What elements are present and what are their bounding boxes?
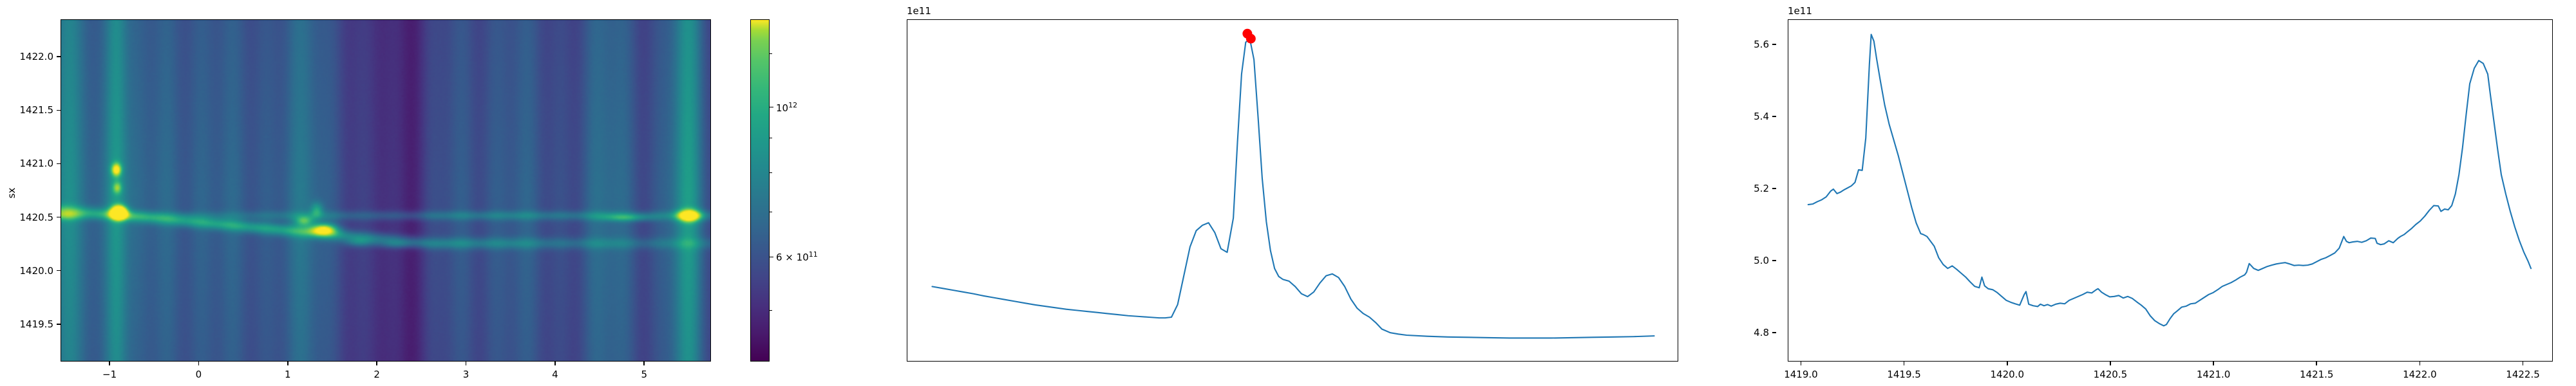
y-tick-label: 1421.5 [19,104,54,116]
y-tick [1772,260,1776,261]
y-tick [57,163,61,165]
y-tick-label: 5.4 [1754,111,1769,123]
profile-axes [1788,19,2553,362]
x-tick-label: 1421.5 [2299,369,2334,380]
x-tick [2419,362,2421,365]
spectrum-y-offset-text: 1e11 [907,5,931,17]
y-tick-label: 1419.5 [19,318,54,330]
panel-spectrum: 1e11 4.8 5.0 5.2 5.4 5.6 1419.0 1419.5 1420.0 14… [869,0,2540,386]
y-tick-label: 1420.0 [19,264,54,277]
x-tick [2522,362,2524,365]
x-tick-label: 1420.0 [1990,369,2025,380]
y-tick [57,109,61,111]
data-line [931,38,1655,339]
spectrum-axes [907,19,1678,362]
x-tick-label: 1419.5 [1887,369,1921,380]
x-tick [2316,362,2317,365]
colorbar-tick-label: 6 × 1011 [776,250,818,264]
y-tick [57,56,61,57]
colorbar-tick [770,256,773,258]
x-tick [2110,362,2111,365]
x-tick-label: 1422.5 [2506,369,2540,380]
x-tick [2213,362,2214,365]
x-tick [287,362,289,365]
y-tick-label: 5.6 [1754,39,1769,51]
x-tick-label: 3 [462,369,469,380]
colorbar-minor-tick [770,172,772,174]
heatmap-raster [61,20,710,361]
y-tick [57,216,61,218]
x-tick-label: 1419.0 [1784,369,1818,380]
y-tick [57,270,61,271]
spectrum-plot [931,28,1655,339]
x-tick-label: 1 [285,369,291,380]
y-tick-label: 5.0 [1754,255,1769,267]
x-tick [554,362,556,365]
y-tick-label: 5.2 [1754,183,1769,195]
y-tick-label: 1422.0 [19,51,54,63]
colorbar-minor-tick [770,309,772,311]
x-tick-label: −1 [102,369,117,380]
heatmap-ylabel: sx [6,187,17,199]
x-tick-label: 0 [195,369,202,380]
y-tick [1772,116,1776,117]
y-tick-label: 1420.5 [19,211,54,223]
y-tick [1772,188,1776,189]
x-tick [465,362,467,365]
x-tick-label: 2 [374,369,380,380]
y-tick [1772,332,1776,333]
x-tick [1903,362,1905,365]
x-tick-label: 5 [641,369,647,380]
panel-heatmap: sx 1419.5 1420.0 1420.5 1421.0 1421.5 1422.0 −… [0,0,818,386]
heatmap-image [61,20,710,361]
colorbar-minor-tick [770,211,772,212]
x-tick-label: 1421.0 [2196,369,2231,380]
x-tick [643,362,645,365]
y-tick [57,324,61,325]
x-tick-label: 1420.5 [2093,369,2128,380]
colorbar-tick [770,106,773,108]
colorbar-minor-tick [770,137,772,139]
x-tick [376,362,377,365]
x-tick [109,362,110,365]
y-tick-label: 4.8 [1754,327,1769,339]
x-tick [2007,362,2008,365]
y-tick-label: 1421.0 [19,158,54,170]
colorbar [750,19,770,362]
heatmap-axes [61,19,711,362]
peak-marker-b-icon [1245,33,1256,44]
x-tick [1800,362,1802,365]
colorbar-minor-tick [770,53,772,55]
profile-y-offset-text: 1e11 [1788,5,1812,17]
colorbar-tick-label: 1012 [776,100,798,114]
profile-plot [1807,33,2532,327]
data-line [1807,33,2532,327]
x-tick-label: 4 [552,369,558,380]
x-tick-label: 1422.0 [2403,369,2437,380]
x-tick [198,362,200,365]
panel-profile: 1e11 4.504.755.005.255.505.756.000100200… [1739,0,2576,386]
y-tick [1772,44,1776,45]
